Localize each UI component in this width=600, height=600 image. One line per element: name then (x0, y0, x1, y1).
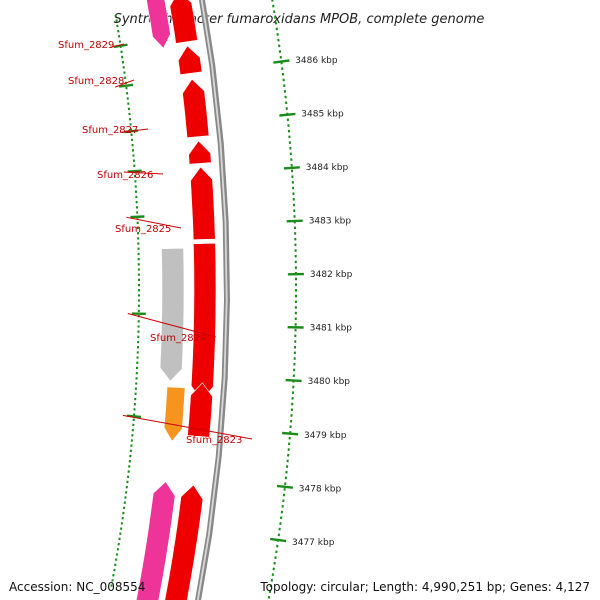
scale-label: 3482 kbp (310, 270, 353, 280)
outer-tick-dot (267, 595, 271, 599)
scale-tick (276, 484, 294, 489)
gene-label-sfum-2829[interactable]: Sfum_2829 (58, 40, 114, 51)
inner-major-tick (130, 215, 145, 219)
gene-sfum-2828[interactable] (177, 45, 203, 76)
gene-sfum-2822[interactable] (161, 484, 204, 600)
scale-label: 3477 kbp (292, 538, 335, 548)
gene-label-sfum-2827[interactable]: Sfum_2827 (82, 125, 138, 136)
gene-label-sfum-2823[interactable]: Sfum_2823 (186, 435, 242, 446)
gene-sfum-2824[interactable] (190, 242, 217, 401)
gene-sfum-2823b[interactable] (163, 386, 186, 442)
gene-label-leader (122, 414, 253, 440)
genome-summary: Topology: circular; Length: 4,990,251 bp… (260, 580, 590, 594)
scale-tick (282, 431, 299, 436)
scale-label: 3484 kbp (306, 163, 349, 173)
accession-label: Accession: NC_008554 (9, 580, 146, 594)
genome-backbone (195, 0, 230, 600)
scale-label: 3480 kbp (308, 377, 351, 387)
gene-label-track: Sfum_2829 Sfum_2828 Sfum_2827 Sfum_2826 Sfum… (58, 40, 253, 446)
outer-tick-dot (268, 590, 272, 594)
gene-sfum-2829[interactable] (169, 0, 198, 44)
scale-tick (283, 166, 300, 170)
gene-label-sfum-2824[interactable]: Sfum_2824 (150, 333, 206, 344)
gene-label-leader (126, 216, 182, 229)
gene-label-leader (120, 128, 149, 133)
scale-tick (273, 59, 290, 64)
scale-tick (270, 537, 287, 543)
gene-label-sfum-2825[interactable]: Sfum_2825 (115, 224, 171, 235)
gene-label-leader (109, 43, 125, 48)
inner-major-tick (127, 169, 142, 173)
gene-sfum-2822b[interactable] (134, 481, 176, 600)
gene-sfum-2824b[interactable] (159, 247, 185, 382)
scale-tick (286, 219, 303, 223)
gene-label-leader (123, 171, 164, 175)
inner-major-tick (126, 414, 142, 419)
scale-label: 3483 kbp (309, 217, 352, 227)
gene-sfum-2825[interactable] (190, 166, 216, 241)
scale-tick (285, 378, 302, 383)
scale-label: 3481 kbp (310, 324, 353, 334)
gene-top-pink[interactable] (145, 0, 171, 49)
gene-label-sfum-2826[interactable]: Sfum_2826 (97, 170, 153, 181)
gene-label-sfum-2828[interactable]: Sfum_2828 (68, 76, 124, 87)
inner-major-tick (113, 43, 128, 49)
gene-track (134, 0, 217, 600)
gene-label-leader (127, 313, 217, 338)
scale-label: 3485 kbp (301, 109, 344, 119)
gene-label-leader (115, 79, 135, 88)
inner-major-tick (119, 83, 134, 88)
gene-sfum-2826[interactable] (188, 140, 212, 165)
gene-sfum-2827[interactable] (182, 78, 210, 139)
scale-label: 3486 kbp (295, 56, 338, 66)
gene-sfum-2823[interactable] (187, 382, 213, 438)
scale-tick (279, 112, 296, 117)
scale-label: 3479 kbp (304, 431, 347, 441)
scale-label: 3478 kbp (299, 484, 342, 494)
scale-track: 3486 kbp 3485 kbp 3484 kbp 3483 kbp 3482 kbp… (270, 56, 353, 548)
